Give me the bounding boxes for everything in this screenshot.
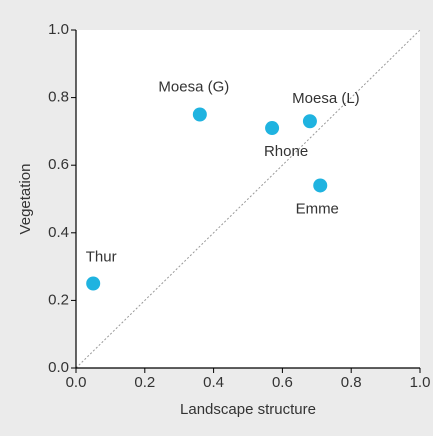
point xyxy=(302,114,317,129)
point-label: Moesa (L) xyxy=(292,90,360,107)
x-tick-label: 0.2 xyxy=(134,374,155,391)
y-tick-label: 1.0 xyxy=(48,21,69,38)
y-tick-label: 0.6 xyxy=(48,156,69,173)
y-tick-label: 0.2 xyxy=(48,291,69,308)
point-label: Thur xyxy=(86,248,117,265)
y-tick-label: 0.8 xyxy=(48,89,69,106)
x-tick-label: 0.6 xyxy=(272,374,293,391)
point xyxy=(192,107,207,122)
point-label: Moesa (G) xyxy=(158,78,229,95)
x-tick-label: 1.0 xyxy=(410,374,431,391)
point xyxy=(313,178,328,193)
x-tick-label: 0.4 xyxy=(203,374,224,391)
x-tick-label: 0.8 xyxy=(341,374,362,391)
x-axis-label: Landscape structure xyxy=(180,401,316,418)
x-tick-label: 0.0 xyxy=(66,374,87,391)
y-tick-label: 0.0 xyxy=(48,359,69,376)
point-label: Emme xyxy=(296,200,339,217)
point xyxy=(86,276,101,291)
y-axis-label: Vegetation xyxy=(17,164,34,235)
reference-line xyxy=(75,29,421,369)
point-label: Rhone xyxy=(264,143,308,160)
point xyxy=(265,121,280,136)
y-tick-label: 0.4 xyxy=(48,224,69,241)
